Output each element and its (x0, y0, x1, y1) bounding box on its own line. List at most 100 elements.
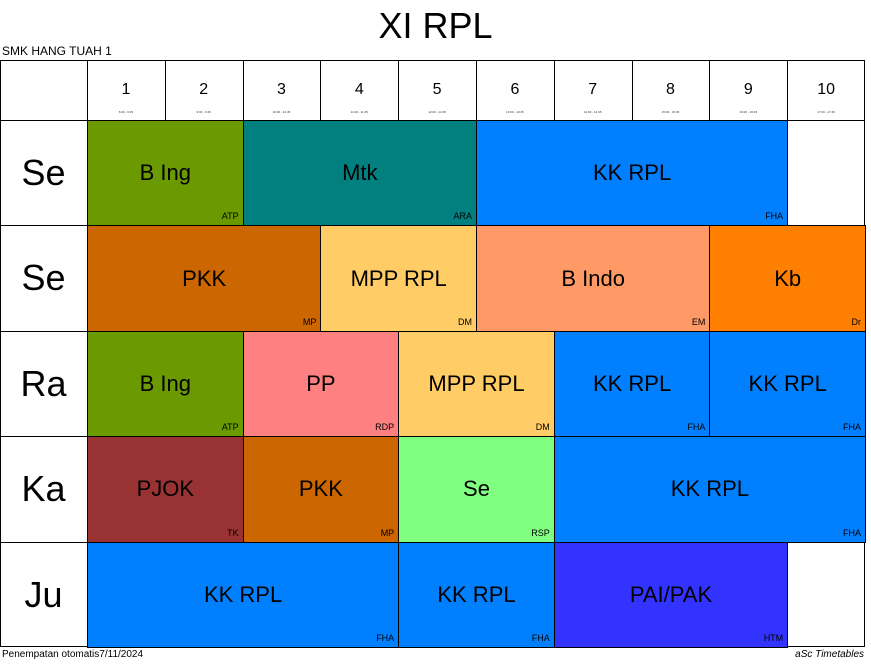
lesson-teacher: FHA (842, 527, 861, 538)
period-time: 14:00 - 14:45 (583, 110, 602, 114)
lesson-teacher: RDP (375, 422, 395, 433)
timetable-grid: 1 6:00 - 6:45 2 9:00 - 9:45 3 10:00 - 10:45 4 1… (0, 60, 866, 648)
lesson-subject: KK RPL (748, 370, 827, 396)
lesson-card[interactable]: B Ing ATP (87, 330, 244, 438)
lesson-card[interactable]: MPP RPL DM (398, 330, 555, 438)
period-number: 3 (277, 81, 286, 98)
lesson-subject: B Ing (139, 370, 191, 396)
grid-divider (709, 60, 711, 120)
lesson-teacher: ATP (221, 422, 239, 433)
lesson-card[interactable]: Se RSP (398, 436, 555, 543)
period-number: 5 (432, 81, 442, 98)
lesson-teacher: DM (535, 422, 550, 433)
lesson-teacher: RSP (531, 527, 550, 538)
period-time: 9:00 - 9:45 (196, 110, 211, 114)
lesson-card[interactable]: Mtk ARA (242, 120, 477, 227)
period-time: 12:00 - 12:45 (428, 110, 446, 114)
lesson-subject: PKK (298, 476, 343, 502)
lesson-teacher: TK (227, 527, 239, 538)
lesson-subject: B Indo (561, 265, 625, 291)
lesson-subject: KK RPL (437, 581, 516, 607)
grid-divider (398, 60, 400, 120)
period-number: 1 (121, 81, 131, 98)
lesson-teacher: ATP (221, 211, 239, 222)
period-header: 3 10:00 - 10:45 (243, 60, 321, 120)
lesson-subject: KK RPL (203, 581, 283, 607)
footer-generated-note: Penempatan otomatis7/11/2024 (2, 649, 144, 660)
lesson-card[interactable]: KK RPL FHA (553, 436, 866, 543)
lesson-teacher: EM (691, 316, 706, 327)
lesson-subject: Kb (774, 265, 802, 291)
day-label: Se (21, 257, 66, 299)
lesson-card[interactable]: PAI/PAK HTM (553, 541, 789, 648)
lesson-subject: MPP RPL (428, 370, 525, 396)
period-header: 6 13:00 - 13:45 (476, 60, 554, 120)
footer-brand: aSc Timetables (795, 649, 864, 660)
lesson-subject: Se (463, 476, 490, 502)
period-time: 10:00 - 10:45 (272, 110, 291, 114)
period-time: 16:00 - 16:45 (739, 110, 758, 114)
lesson-card[interactable]: KK RPL FHA (476, 120, 789, 227)
period-header: 4 11:00 - 11:45 (320, 60, 398, 120)
lesson-teacher: Dr (851, 316, 861, 327)
period-number: 4 (354, 81, 364, 98)
grid-divider (242, 60, 244, 120)
period-header: 9 16:00 - 16:45 (709, 60, 787, 120)
school-name: SMK HANG TUAH 1 (2, 44, 112, 58)
period-number: 8 (666, 81, 675, 98)
lesson-subject: PP (306, 370, 336, 396)
period-number: 10 (817, 81, 835, 98)
lesson-teacher: ARA (453, 211, 472, 222)
day-label: Ra (20, 362, 67, 404)
lesson-card[interactable]: KK RPL FHA (87, 541, 400, 648)
lesson-card[interactable]: PP RDP (242, 330, 400, 438)
day-label: Se (21, 152, 66, 193)
lesson-teacher: HTM (763, 632, 784, 643)
period-header: 1 6:00 - 6:45 (87, 60, 165, 120)
day-label: Ju (24, 573, 63, 615)
grid-divider (320, 60, 322, 120)
grid-divider (553, 60, 555, 120)
day-label: Ka (21, 468, 66, 510)
period-header: 7 14:00 - 14:45 (554, 60, 632, 120)
lesson-card[interactable]: PJOK TK (87, 436, 244, 543)
lesson-card[interactable]: KK RPL FHA (709, 330, 866, 438)
period-time: 17:00 - 17:45 (817, 110, 835, 114)
lesson-teacher: FHA (765, 211, 784, 222)
lesson-card[interactable]: PKK MP (87, 225, 322, 332)
lesson-teacher: MP (380, 527, 395, 538)
lesson-subject: PJOK (136, 476, 195, 502)
period-header: 10 17:00 - 17:45 (787, 60, 865, 120)
lesson-subject: MPP RPL (350, 265, 447, 291)
period-number: 9 (743, 81, 753, 98)
lesson-card[interactable]: KK RPL FHA (398, 541, 555, 648)
lesson-subject: PAI/PAK (629, 581, 713, 607)
period-header: 5 12:00 - 12:45 (398, 60, 476, 120)
lesson-card[interactable]: PKK MP (242, 436, 400, 543)
lesson-teacher: FHA (687, 422, 706, 433)
lesson-card[interactable]: KK RPL FHA (553, 330, 711, 438)
lesson-teacher: FHA (531, 632, 550, 643)
grid-divider (631, 60, 633, 120)
lesson-card[interactable]: B Ing ATP (87, 120, 244, 227)
lesson-teacher: FHA (842, 422, 861, 433)
lesson-teacher: FHA (376, 632, 395, 643)
lesson-subject: KK RPL (670, 476, 750, 502)
grid-divider (476, 60, 477, 120)
lesson-teacher: MP (302, 316, 317, 327)
lesson-card[interactable]: MPP RPL DM (320, 225, 477, 332)
period-number: 7 (588, 81, 598, 98)
lesson-teacher: DM (457, 316, 472, 327)
timetable-title: XI RPL (378, 5, 493, 46)
lesson-subject: B Ing (139, 160, 191, 186)
lesson-card[interactable]: Kb Dr (709, 225, 866, 332)
lesson-subject: PKK (182, 265, 227, 291)
period-number: 2 (199, 81, 209, 98)
lesson-card[interactable]: B Indo EM (476, 225, 711, 332)
period-header: 8 15:00 - 15:45 (632, 60, 710, 120)
grid-border-top (0, 60, 865, 61)
period-number: 6 (510, 81, 520, 98)
period-header: 2 9:00 - 9:45 (165, 60, 243, 120)
grid-border-left (0, 60, 1, 647)
period-time: 15:00 - 15:45 (661, 110, 680, 114)
